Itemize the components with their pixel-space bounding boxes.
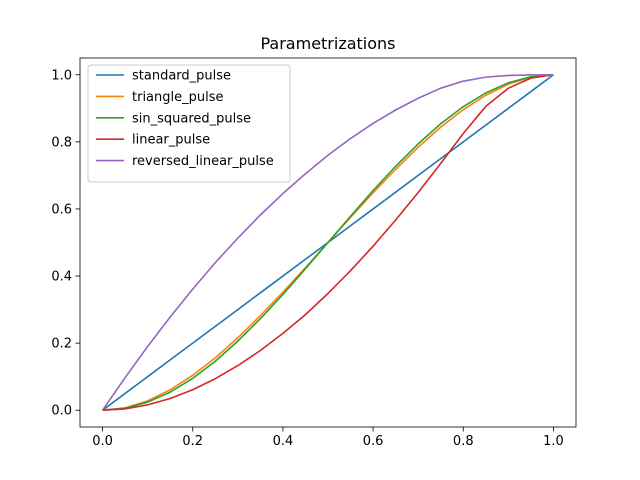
x-tick-label: 0.0 [92, 434, 113, 449]
plot-area-border [79, 57, 577, 428]
legend-box [87, 64, 291, 183]
x-tick-label: 0.8 [453, 434, 474, 449]
y-tick-label: 0.0 [51, 404, 72, 419]
y-tick-label: 0.8 [51, 135, 72, 150]
series-layer [101, 73, 554, 412]
x-axis: 0.0 0.2 0.4 0.6 0.8 1.0 [92, 427, 564, 449]
x-tick-label: 0.6 [363, 434, 384, 449]
x-tick-label: 0.4 [273, 434, 294, 449]
legend-label: linear_pulse [132, 133, 210, 148]
legend: standard_pulse triangle_pulse sin_squared_… [87, 64, 291, 183]
legend-label: sin_squared_pulse [132, 111, 251, 126]
y-tick-label: 0.6 [51, 202, 72, 217]
series-line-reversed-linear-pulse [101, 73, 554, 411]
y-tick-label: 0.2 [51, 337, 72, 352]
x-tick-label: 1.0 [543, 434, 564, 449]
y-tick-label: 1.0 [51, 68, 72, 83]
y-axis: 0.0 0.2 0.4 0.6 0.8 1.0 [51, 68, 80, 419]
series-line-sin-squared-pulse [102, 73, 554, 412]
legend-label: standard_pulse [132, 69, 231, 84]
series-line-linear-pulse [102, 73, 554, 412]
legend-label: triangle_pulse [132, 90, 224, 105]
x-tick-label: 0.2 [182, 434, 203, 449]
axes-frame [79, 57, 577, 428]
legend-label: reversed_linear_pulse [132, 154, 274, 169]
y-tick-label: 0.4 [51, 270, 72, 285]
chart-title: Parametrizations [260, 34, 395, 53]
